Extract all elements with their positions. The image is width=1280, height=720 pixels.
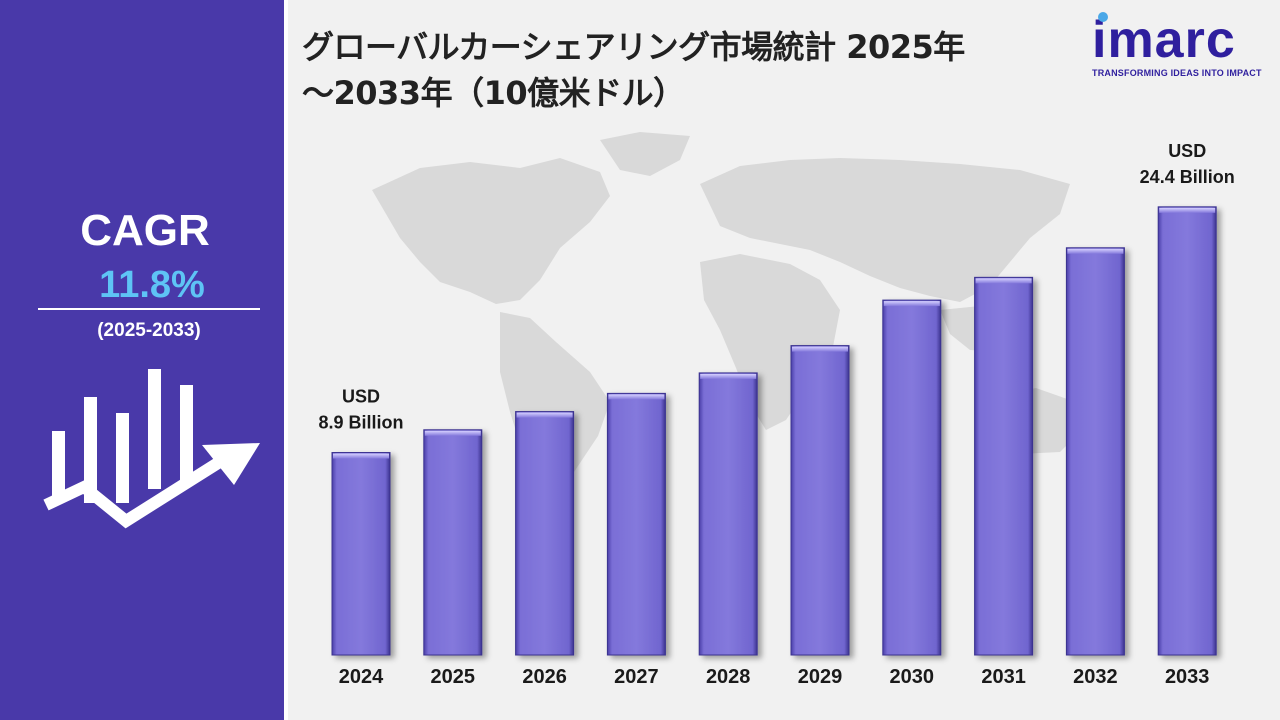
x-tick-label-2027: 2027 bbox=[614, 666, 659, 688]
chart-title-line-1: グローバルカーシェアリング市場統計 2025年 bbox=[302, 28, 965, 66]
cagr-label: CAGR bbox=[80, 206, 210, 255]
x-tick-label-2029: 2029 bbox=[798, 666, 843, 688]
bar-top-highlight bbox=[608, 394, 665, 400]
data-label-2024-line-2: 8.9 Billion bbox=[318, 413, 403, 433]
bar-2029 bbox=[790, 345, 850, 656]
bar-2025 bbox=[423, 429, 483, 656]
bar-body bbox=[698, 372, 758, 656]
cagr-sidebar: CAGR 11.8% (2025-2033) bbox=[0, 0, 284, 720]
data-label-2033-line-1: USD bbox=[1168, 141, 1206, 161]
logo-dot-icon bbox=[1098, 12, 1108, 22]
x-tick-label-2033: 2033 bbox=[1165, 666, 1210, 688]
bar-body bbox=[423, 429, 483, 656]
bar-2032 bbox=[1065, 247, 1125, 656]
growth-chart-arrow-icon bbox=[43, 369, 260, 529]
bar-top-highlight bbox=[975, 278, 1032, 284]
logo-name: imarc bbox=[1092, 11, 1236, 69]
bar-body bbox=[1157, 206, 1217, 656]
bar-body bbox=[515, 411, 575, 656]
data-label-2024-line-1: USD bbox=[342, 387, 380, 407]
bar-2033 bbox=[1157, 206, 1217, 656]
bar-2026 bbox=[515, 411, 575, 656]
bar-body bbox=[790, 345, 850, 656]
bar-top-highlight bbox=[883, 301, 940, 307]
sidebar-edge bbox=[284, 0, 288, 720]
bar-body bbox=[606, 392, 666, 656]
bar-2030 bbox=[882, 299, 942, 656]
x-tick-label-2032: 2032 bbox=[1073, 666, 1118, 688]
imarc-logo: imarc TRANSFORMING IDEAS INTO IMPACT bbox=[1092, 12, 1268, 78]
bar-top-highlight bbox=[516, 412, 573, 418]
bar-top-highlight bbox=[700, 373, 757, 379]
bar-top-highlight bbox=[424, 430, 481, 436]
bar-body bbox=[1065, 247, 1125, 656]
cagr-period: (2025-2033) bbox=[97, 320, 201, 341]
logo-tagline: TRANSFORMING IDEAS INTO IMPACT bbox=[1092, 68, 1262, 78]
bar-body bbox=[882, 299, 942, 656]
chart-title-line-2: ～2033年（10億米ドル） bbox=[302, 74, 685, 112]
cagr-divider bbox=[38, 308, 260, 310]
x-tick-label-2028: 2028 bbox=[706, 666, 751, 688]
bar-body bbox=[331, 452, 391, 656]
bar-top-highlight bbox=[792, 346, 848, 352]
x-tick-label-2025: 2025 bbox=[431, 666, 476, 688]
x-tick-label-2026: 2026 bbox=[522, 666, 567, 688]
bar-2027 bbox=[606, 392, 666, 656]
chart-title: グローバルカーシェアリング市場統計 2025年 ～2033年（10億米ドル） bbox=[302, 24, 1082, 116]
bar-2024 bbox=[331, 452, 391, 656]
bar-body bbox=[974, 276, 1034, 656]
x-tick-label-2024: 2024 bbox=[339, 666, 384, 688]
bar-top-highlight bbox=[1159, 207, 1216, 213]
bar-2028 bbox=[698, 372, 758, 656]
bar-2031 bbox=[974, 276, 1034, 656]
bar-top-highlight bbox=[333, 453, 389, 459]
data-label-2033-line-2: 24.4 Billion bbox=[1140, 167, 1235, 187]
x-tick-label-2031: 2031 bbox=[981, 666, 1026, 688]
cagr-value: 11.8% bbox=[99, 264, 205, 306]
x-tick-label-2030: 2030 bbox=[890, 666, 935, 688]
bar-top-highlight bbox=[1067, 248, 1124, 254]
logo-wordmark: imarc bbox=[1092, 12, 1268, 68]
